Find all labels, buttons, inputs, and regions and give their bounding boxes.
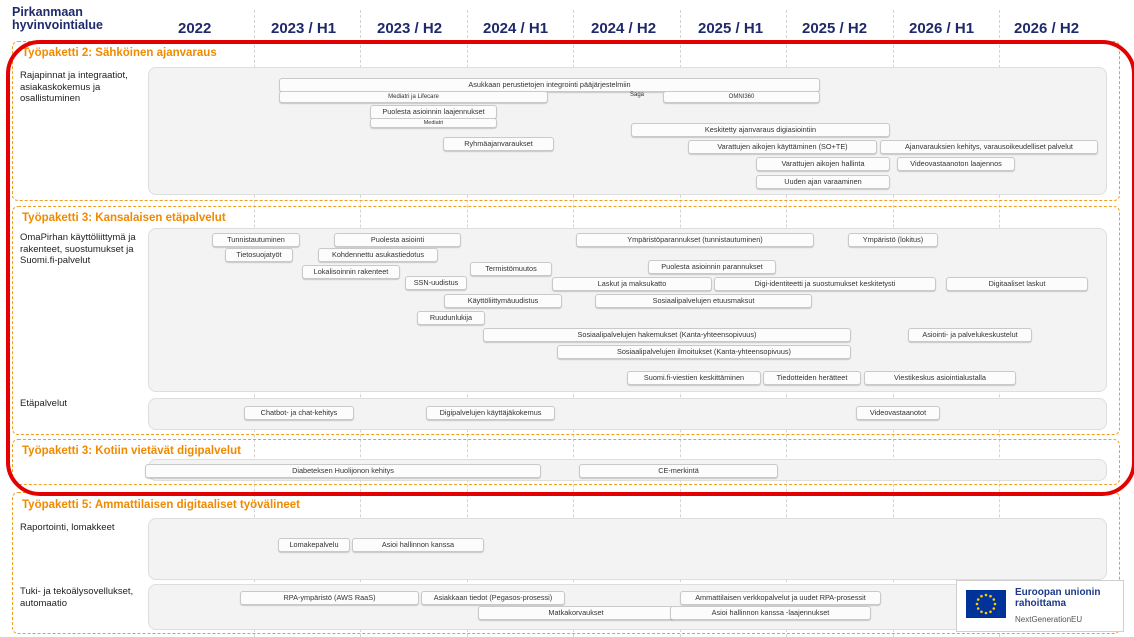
column-header-2023-h1: 2023 / H1 bbox=[271, 20, 337, 37]
bar-lokalisointi[interactable]: Lokalisoinnin rakenteet bbox=[302, 265, 400, 279]
bar-videovastaanotot[interactable]: Videovastaanotot bbox=[856, 406, 940, 420]
bar-tunnistautuminen[interactable]: Tunnistautuminen bbox=[212, 233, 300, 247]
bar-rpa[interactable]: RPA-ympäristö (AWS RaaS) bbox=[240, 591, 419, 605]
bar-asioi-hallinnon[interactable]: Asioi hallinnon kanssa bbox=[352, 538, 484, 552]
column-header-2026-h2: 2026 / H2 bbox=[1014, 20, 1080, 37]
work-package-3-title: Työpaketti 3: Kansalaisen etäpalvelut bbox=[22, 212, 226, 224]
bar-chatbot[interactable]: Chatbot- ja chat-kehitys bbox=[244, 406, 354, 420]
bar-ssn[interactable]: SSN-uudistus bbox=[405, 276, 467, 290]
work-package-3b-title: Työpaketti 3: Kotiin vietävät digipalvel… bbox=[22, 445, 241, 457]
lane-label-tuki: Tuki- ja tekoälysovellukset, automaatio bbox=[20, 586, 134, 609]
bar-ce-merkinta[interactable]: CE-merkintä bbox=[579, 464, 778, 478]
bar-uuden-ajan[interactable]: Uuden ajan varaaminen bbox=[756, 175, 890, 189]
lane-label-omapirha: OmaPirhan käyttöliittymä ja rakenteet, s… bbox=[20, 232, 136, 266]
bar-ruudunlukija[interactable]: Ruudunlukija bbox=[417, 311, 485, 325]
bar-digitaaliset-laskut[interactable]: Digitaaliset laskut bbox=[946, 277, 1088, 291]
bar-mediatri[interactable]: Mediatri bbox=[370, 118, 497, 128]
eu-funding-badge: Euroopan unionin rahoittama NextGenerati… bbox=[956, 580, 1124, 632]
bar-etuusmaksut[interactable]: Sosiaalipalvelujen etuusmaksut bbox=[595, 294, 812, 308]
column-header-2024-h1: 2024 / H1 bbox=[483, 20, 549, 37]
bar-laskut[interactable]: Laskut ja maksukatto bbox=[552, 277, 712, 291]
bar-asioi-laaj[interactable]: Asioi hallinnon kanssa -laajennukset bbox=[670, 606, 871, 620]
eu-funding-text: Euroopan unionin rahoittama bbox=[1015, 587, 1101, 609]
bar-keskitetty[interactable]: Keskitetty ajanvaraus digiasiointiin bbox=[631, 123, 890, 137]
lane-omapirha bbox=[148, 228, 1107, 392]
bar-diabetes[interactable]: Diabeteksen Huolijonon kehitys bbox=[145, 464, 541, 478]
bar-lomakepalvelu[interactable]: Lomakepalvelu bbox=[278, 538, 350, 552]
bar-kayttoliittyma[interactable]: Käyttöliittymäuudistus bbox=[444, 294, 562, 308]
bar-puolesta[interactable]: Puolesta asiointi bbox=[334, 233, 461, 247]
work-package-2-title: Työpaketti 2: Sähköinen ajanvaraus bbox=[22, 47, 217, 59]
bar-ymp-lokitus[interactable]: Ympäristö (lokitus) bbox=[848, 233, 938, 247]
organization-title: Pirkanmaan hyvinvointialue bbox=[12, 5, 103, 32]
bar-mediatri-lifecare[interactable]: Mediatri ja Lifecare bbox=[279, 91, 548, 103]
column-header-2025-h2: 2025 / H2 bbox=[802, 20, 868, 37]
bar-suomifi[interactable]: Suomi.fi-viestien keskittäminen bbox=[627, 371, 761, 385]
bar-ryhmaajanvaraukset[interactable]: Ryhmäajanvaraukset bbox=[443, 137, 554, 151]
bar-viestikeskus[interactable]: Viestikeskus asiointialustalla bbox=[864, 371, 1016, 385]
bar-video-laaj[interactable]: Videovastaanoton laajennos bbox=[897, 157, 1015, 171]
eu-program-text: NextGenerationEU bbox=[1015, 615, 1083, 624]
bar-tietosuoja[interactable]: Tietosuojatyöt bbox=[225, 248, 293, 262]
bar-termisto[interactable]: Termistömuutos bbox=[470, 262, 552, 276]
bar-integration[interactable]: Asukkaan perustietojen integrointi pääjä… bbox=[279, 78, 820, 92]
work-package-3 bbox=[12, 206, 1120, 435]
column-header-2026-h1: 2026 / H1 bbox=[909, 20, 975, 37]
bar-digi-ident[interactable]: Digi-identiteetti ja suostumukset keskit… bbox=[714, 277, 936, 291]
bar-digipalvelujen[interactable]: Digipalvelujen käyttäjäkokemus bbox=[426, 406, 555, 420]
bar-ammattilaisen[interactable]: Ammattilaisen verkkopalvelut ja uudet RP… bbox=[680, 591, 881, 605]
lane-label-integrations: Rajapinnat ja integraatiot, asiakaskokem… bbox=[20, 70, 128, 104]
bar-puolesta-parannukset[interactable]: Puolesta asioinnin parannukset bbox=[648, 260, 776, 274]
label-saga: Saga bbox=[630, 92, 645, 98]
bar-kohdennettu[interactable]: Kohdennettu asukastiedotus bbox=[318, 248, 438, 262]
bar-varattujen-kaytto[interactable]: Varattujen aikojen käyttäminen (SO+TE) bbox=[688, 140, 877, 154]
lane-label-raportointi: Raportointi, lomakkeet bbox=[20, 522, 115, 533]
column-header-2023-h2: 2023 / H2 bbox=[377, 20, 443, 37]
bar-asiointikeskustelut[interactable]: Asiointi- ja palvelukeskustelut bbox=[908, 328, 1032, 342]
column-header-2025-h1: 2025 / H1 bbox=[698, 20, 764, 37]
column-header-2024-h2: 2024 / H2 bbox=[591, 20, 657, 37]
highlight-outline bbox=[6, 40, 1134, 496]
bar-ymp-parannukset[interactable]: Ympäristöparannukset (tunnistautuminen) bbox=[576, 233, 814, 247]
bar-hakemukset[interactable]: Sosiaalipalvelujen hakemukset (Kanta-yht… bbox=[483, 328, 851, 342]
work-package-5-title: Työpaketti 5: Ammattilaisen digitaaliset… bbox=[22, 499, 300, 511]
bar-asiakkaan-tiedot[interactable]: Asiakkaan tiedot (Pegasos-prosessi) bbox=[421, 591, 565, 605]
bar-omni360[interactable]: OMNI360 bbox=[663, 91, 820, 103]
bar-ilmoitukset[interactable]: Sosiaalipalvelujen ilmoitukset (Kanta-yh… bbox=[557, 345, 851, 359]
eu-flag-icon bbox=[966, 590, 1006, 618]
bar-kehitys[interactable]: Ajanvarauksien kehitys, varausoikeudelli… bbox=[880, 140, 1098, 154]
bar-hallinta[interactable]: Varattujen aikojen hallinta bbox=[756, 157, 890, 171]
bar-matkakorvaukset[interactable]: Matkakorvaukset bbox=[478, 606, 674, 620]
column-header-2022: 2022 bbox=[178, 20, 212, 37]
lane-label-etapalvelut: Etäpalvelut bbox=[20, 398, 68, 409]
bar-tiedotteiden[interactable]: Tiedotteiden herätteet bbox=[763, 371, 861, 385]
